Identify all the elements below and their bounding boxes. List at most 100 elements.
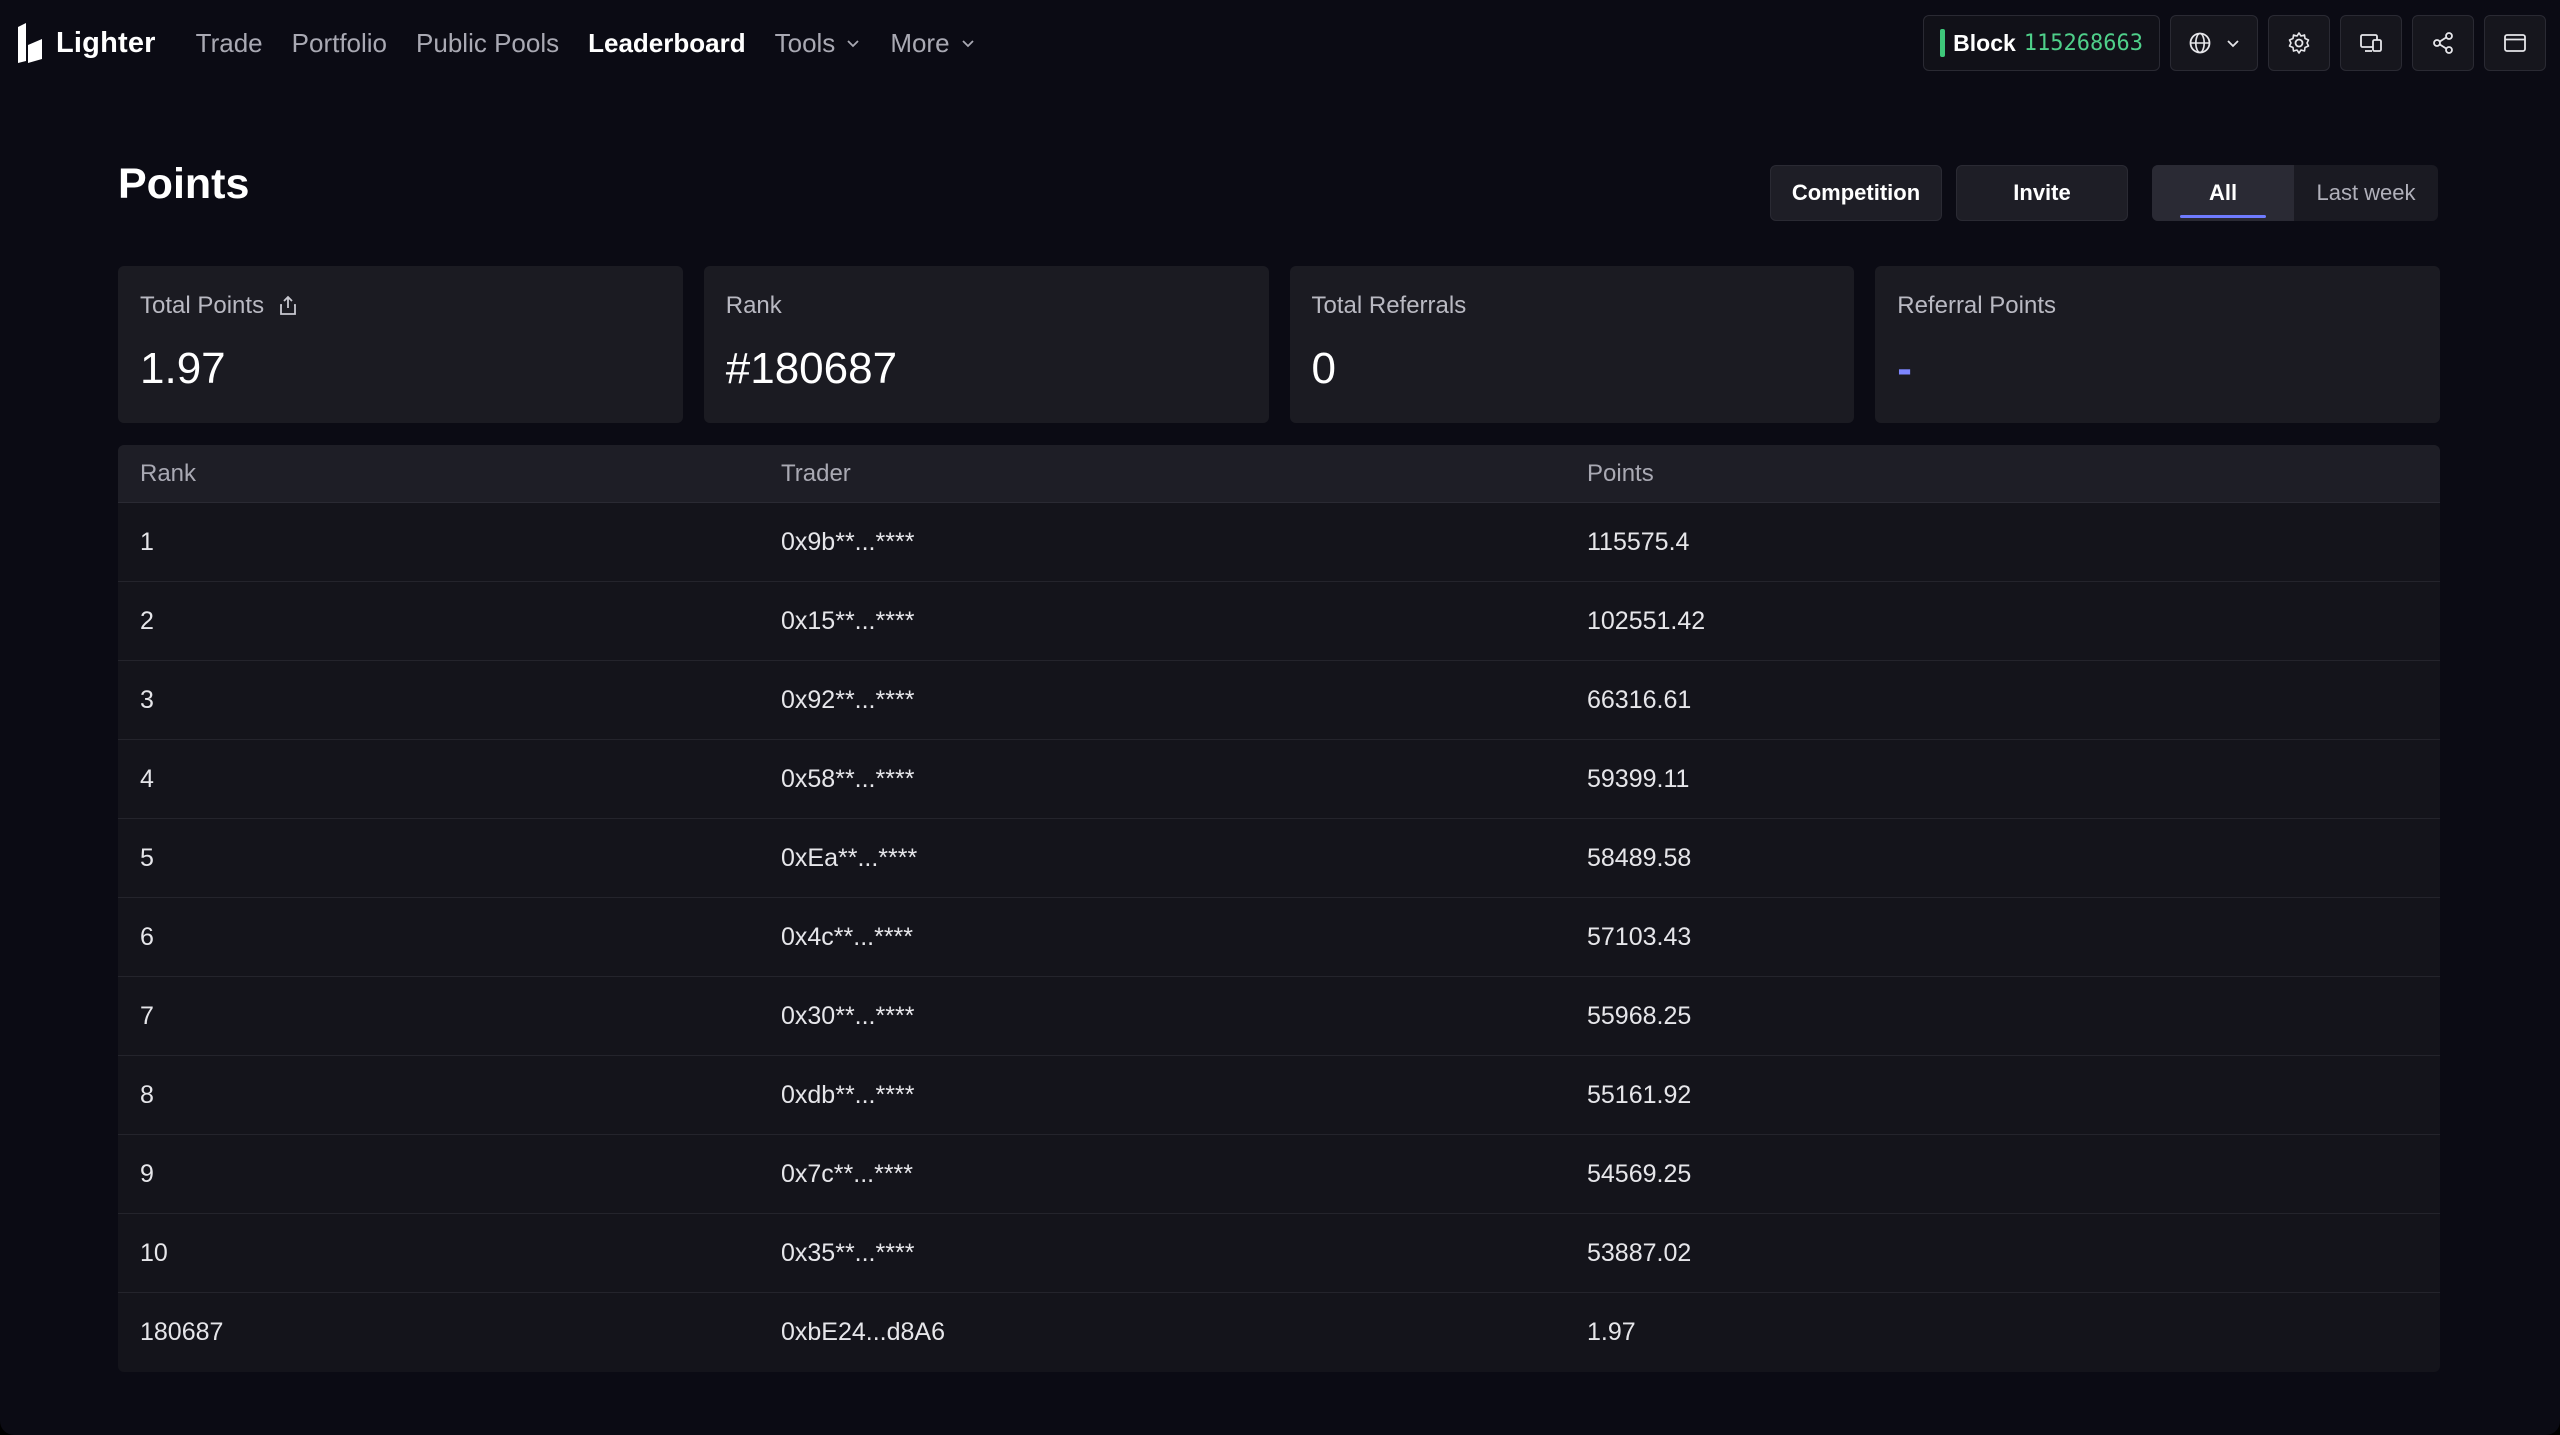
chevron-down-icon — [961, 40, 974, 48]
table-row: 6 0x4c**...**** 57103.43 — [118, 898, 2440, 977]
block-label: Block — [1953, 29, 2016, 56]
total-points-value: 1.97 — [140, 344, 226, 393]
rank-cell: 10 — [140, 1238, 168, 1267]
brand-name: Lighter — [56, 26, 156, 59]
nav-tools[interactable]: Tools — [775, 28, 862, 59]
block-number: 115268663 — [2023, 30, 2143, 56]
nav-trade-label: Trade — [195, 27, 263, 58]
nav-portfolio-label: Portfolio — [291, 27, 388, 58]
table-row: 3 0x92**...**** 66316.61 — [118, 661, 2440, 740]
share-button[interactable] — [2412, 15, 2474, 71]
table-row: 7 0x30**...**** 55968.25 — [118, 977, 2440, 1056]
globe-icon — [2189, 32, 2211, 54]
total-referrals-value: 0 — [1311, 344, 1336, 393]
total-points-label: Total Points — [140, 292, 265, 319]
rank-cell: 3 — [140, 685, 154, 714]
wallet-icon — [2504, 34, 2526, 52]
points-cell: 58489.58 — [1587, 843, 1692, 872]
period-toggle: All Last week — [2152, 165, 2438, 221]
rank-value: #180687 — [725, 344, 898, 393]
settings-gear-icon — [2288, 32, 2310, 54]
main-nav: Trade Portfolio Public Pools Leaderboard… — [196, 28, 976, 59]
column-header-points: Points — [1587, 459, 1654, 487]
chevron-down-icon — [2227, 40, 2239, 48]
page-title: Points — [118, 160, 250, 208]
rank-cell: 2 — [140, 606, 154, 635]
points-cell: 66316.61 — [1587, 685, 1692, 714]
chevron-down-icon — [847, 40, 859, 48]
trader-cell: 0xdb**...**** — [781, 1080, 915, 1109]
nav-more-label: More — [890, 27, 950, 58]
competition-button[interactable]: Competition — [1770, 165, 1942, 221]
table-row: 2 0x15**...**** 102551.42 — [118, 582, 2440, 661]
column-header-trader: Trader — [781, 459, 851, 487]
block-status-bar — [1940, 29, 1946, 57]
nav-portfolio[interactable]: Portfolio — [292, 28, 387, 59]
nav-public-pools[interactable]: Public Pools — [416, 28, 559, 59]
referral-points-label: Referral Points — [1897, 292, 2056, 319]
table-row: 5 0xEa**...**** 58489.58 — [118, 819, 2440, 898]
points-cell: 53887.02 — [1587, 1238, 1692, 1267]
table-row: 180687 0xbE24...d8A6 1.97 — [118, 1293, 2440, 1372]
rank-cell: 9 — [140, 1159, 154, 1188]
wallet-button[interactable] — [2484, 15, 2546, 71]
stat-card-rank: Rank #180687 — [703, 266, 1269, 423]
trader-cell: 0x30**...**** — [781, 1001, 915, 1030]
settings-button[interactable] — [2268, 15, 2330, 71]
trader-cell: 0xbE24...d8A6 — [781, 1318, 946, 1346]
top-nav-bar: Lighter Trade Portfolio Public Pools Lea… — [0, 0, 2560, 86]
table-row: 1 0x9b**...**** 115575.4 — [118, 503, 2440, 582]
stat-card-total-points: Total Points 1.97 — [118, 266, 683, 423]
referral-points-value: - — [1897, 344, 1912, 393]
rank-cell: 8 — [140, 1080, 154, 1109]
share-icon — [2433, 32, 2453, 54]
points-cell: 1.97 — [1587, 1318, 1636, 1346]
trader-cell: 0x92**...**** — [781, 685, 915, 714]
rank-cell: 180687 — [140, 1318, 224, 1346]
block-indicator[interactable]: Block 115268663 — [1923, 15, 2160, 71]
rank-cell: 4 — [140, 764, 154, 793]
points-cell: 59399.11 — [1587, 764, 1690, 793]
page-controls: Competition Invite All Last week — [1770, 165, 2438, 221]
column-header-rank: Rank — [140, 459, 197, 487]
lighter-logo-icon — [18, 23, 42, 63]
top-right-controls: Block 115268663 — [1923, 15, 2546, 71]
nav-trade[interactable]: Trade — [196, 28, 263, 59]
tab-last-week[interactable]: Last week — [2316, 180, 2416, 205]
points-cell: 57103.43 — [1587, 922, 1692, 951]
rank-label: Rank — [725, 292, 782, 319]
points-cell: 54569.25 — [1587, 1159, 1692, 1188]
trader-cell: 0x15**...**** — [781, 606, 915, 635]
table-header: Rank Trader Points — [118, 445, 2440, 503]
table-row: 8 0xdb**...**** 55161.92 — [118, 1056, 2440, 1135]
points-cell: 115575.4 — [1587, 527, 1690, 556]
table-row: 10 0x35**...**** 53887.02 — [118, 1214, 2440, 1293]
rank-cell: 5 — [140, 843, 154, 872]
rank-cell: 6 — [140, 922, 154, 951]
trader-cell: 0x9b**...**** — [781, 527, 915, 556]
table-row: 4 0x58**...**** 59399.11 — [118, 740, 2440, 819]
nav-leaderboard[interactable]: Leaderboard — [588, 28, 746, 59]
invite-button[interactable]: Invite — [1956, 165, 2128, 221]
share-export-icon[interactable] — [276, 294, 300, 318]
table-body: 1 0x9b**...**** 115575.4 2 0x15**...**** 1025… — [118, 503, 2440, 1372]
nav-more[interactable]: More — [890, 28, 975, 59]
tab-all[interactable]: All — [2152, 165, 2294, 221]
leaderboard-table: Rank Trader Points 1 0x9b**...**** 115575.… — [118, 445, 2440, 1372]
trader-cell: 0x58**...**** — [781, 764, 915, 793]
points-cell: 102551.42 — [1587, 606, 1706, 635]
points-cell: 55968.25 — [1587, 1001, 1692, 1030]
devices-button[interactable] — [2340, 15, 2402, 71]
trader-cell: 0x7c**...**** — [781, 1159, 914, 1188]
trader-cell: 0x4c**...**** — [781, 922, 914, 951]
brand-logo[interactable]: Lighter — [16, 21, 156, 65]
stats-cards: Total Points 1.97 Rank #180687 Total Ref… — [118, 266, 2440, 423]
table-row: 9 0x7c**...**** 54569.25 — [118, 1135, 2440, 1214]
language-selector-button[interactable] — [2170, 15, 2258, 71]
nav-leaderboard-label: Leaderboard — [588, 27, 746, 58]
rank-cell: 7 — [140, 1001, 154, 1030]
stat-card-total-referrals: Total Referrals 0 — [1289, 266, 1855, 423]
trader-cell: 0xEa**...**** — [781, 843, 918, 872]
rank-cell: 1 — [140, 527, 154, 556]
